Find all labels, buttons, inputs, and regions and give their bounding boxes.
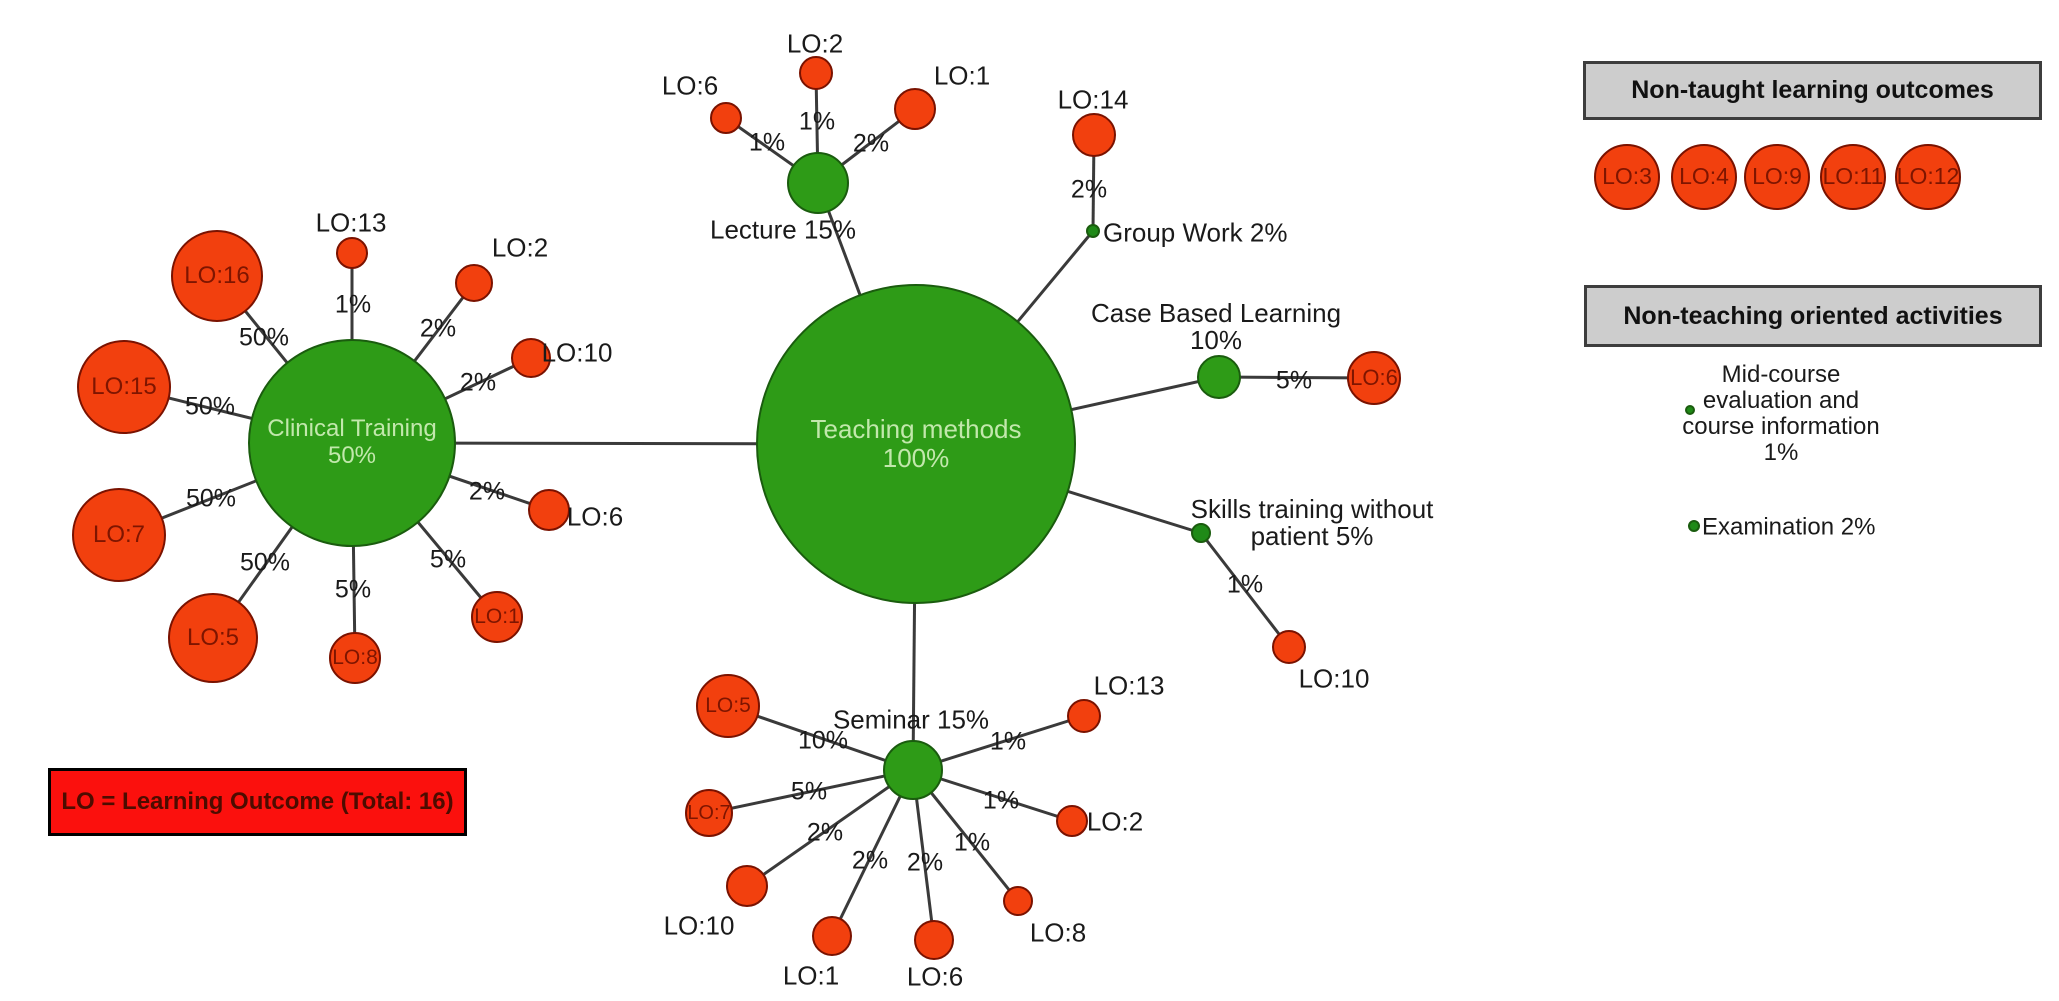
label-sem-lo6: LO:6 — [906, 961, 964, 992]
label-gw-lo14: LO:14 — [1057, 84, 1129, 115]
node-cbl-lo6: LO:6 — [1347, 351, 1401, 405]
node-examination-dot — [1688, 520, 1700, 532]
label-ct-lo2: LO:2 — [491, 232, 549, 263]
edge-label-seminar-sem-lo2: 1% — [982, 786, 1020, 815]
edge-seminar-sem-lo1 — [830, 769, 915, 937]
edge-label-lecture-lec-lo2: 1% — [798, 107, 836, 136]
edge-label-clinical-training-ct-lo2: 2% — [419, 314, 457, 343]
edge-label-lecture-lec-lo6: 1% — [748, 128, 786, 157]
node-ct-lo16: LO:16 — [171, 230, 263, 322]
node-sem-lo6 — [914, 920, 954, 960]
node-sem-lo8 — [1003, 886, 1033, 916]
label-ct-lo6: LO:6 — [566, 501, 624, 532]
non-taught-outcomes-header: Non-taught learning outcomes — [1583, 61, 2042, 120]
edge-label-clinical-training-ct-lo5: 50% — [239, 548, 291, 577]
edge-label-clinical-training-ct-lo6: 2% — [468, 477, 506, 506]
node-ct-lo8: LO:8 — [329, 632, 381, 684]
edge-label-clinical-training-ct-lo10: 2% — [459, 368, 497, 397]
label-sem-lo1: LO:1 — [782, 960, 840, 991]
node-ct-lo15: LO:15 — [77, 340, 171, 434]
label-group-work: Group Work 2% — [1103, 217, 1288, 248]
node-ct-lo5: LO:5 — [168, 593, 258, 683]
node-sem-lo1 — [812, 916, 852, 956]
node-sem-lo7: LO:7 — [685, 789, 733, 837]
learning-outcome-legend: LO = Learning Outcome (Total: 16) — [48, 768, 467, 836]
node-nt-lo3: LO:3 — [1594, 144, 1660, 210]
node-sem-lo2 — [1056, 805, 1088, 837]
node-nt-lo4: LO:4 — [1671, 144, 1737, 210]
node-clinical-training: Clinical Training 50% — [248, 339, 456, 547]
node-case-based-learning — [1197, 355, 1241, 399]
edge-label-seminar-sem-lo8: 1% — [953, 828, 991, 857]
node-lecture — [787, 152, 849, 214]
node-st-lo10 — [1272, 630, 1306, 664]
edge-label-seminar-sem-lo7: 5% — [790, 777, 828, 806]
edge-seminar-sem-lo10 — [746, 768, 914, 888]
edge-label-clinical-training-ct-lo8: 5% — [334, 575, 372, 604]
node-ct-lo10 — [511, 338, 551, 378]
node-sem-lo10 — [726, 865, 768, 907]
edge-skills-training-st-lo10 — [1199, 532, 1291, 648]
label-lec-lo6: LO:6 — [661, 70, 719, 101]
label-ct-lo13: LO:13 — [315, 207, 387, 238]
node-sem-lo5: LO:5 — [696, 674, 760, 738]
node-ct-lo2 — [455, 264, 493, 302]
edge-label-clinical-training-ct-lo15: 50% — [184, 392, 236, 421]
node-skills-training — [1191, 523, 1211, 543]
edge-label-lecture-lec-lo1: 2% — [852, 129, 890, 158]
edge-label-case-based-learning-cbl-lo6: 5% — [1275, 366, 1313, 395]
label-ct-lo10: LO:10 — [541, 337, 613, 368]
label-skills-training: Skills training without patient 5% — [1190, 494, 1434, 551]
node-lec-lo2 — [799, 56, 833, 90]
label-sem-lo10: LO:10 — [663, 910, 735, 941]
edge-label-seminar-sem-lo1: 2% — [851, 846, 889, 875]
label-seminar: Seminar 15% — [832, 704, 990, 735]
edge-seminar-sem-lo7 — [708, 768, 914, 815]
label-sem-lo2: LO:2 — [1086, 806, 1144, 837]
edge-label-clinical-training-ct-lo16: 50% — [238, 323, 290, 352]
edge-label-seminar-sem-lo5: 10% — [797, 726, 849, 755]
node-sem-lo13 — [1067, 699, 1101, 733]
label-st-lo10: LO:10 — [1298, 663, 1370, 694]
edge-label-clinical-training-ct-lo13: 1% — [334, 290, 372, 319]
label-sem-lo13: LO:13 — [1093, 670, 1165, 701]
node-lec-lo6 — [710, 102, 742, 134]
edge-label-skills-training-st-lo10: 1% — [1226, 570, 1264, 599]
label-examination: Examination 2% — [1702, 513, 1876, 541]
label-sem-lo8: LO:8 — [1029, 917, 1087, 948]
edge-label-group-work-gw-lo14: 2% — [1070, 175, 1108, 204]
label-lec-lo1: LO:1 — [933, 60, 991, 91]
node-nt-lo9: LO:9 — [1744, 144, 1810, 210]
node-nt-lo11: LO:11 — [1820, 144, 1886, 210]
node-midcourse-dot — [1685, 405, 1695, 415]
edge-label-seminar-sem-lo10: 2% — [806, 818, 844, 847]
edge-label-clinical-training-ct-lo7: 50% — [185, 484, 237, 513]
node-ct-lo6 — [528, 489, 570, 531]
label-case-based-learning: Case Based Learning 10% — [1090, 298, 1342, 355]
edge-label-seminar-sem-lo6: 2% — [906, 848, 944, 877]
edge-label-seminar-sem-lo13: 1% — [989, 727, 1027, 756]
node-lec-lo1 — [894, 88, 936, 130]
node-seminar — [883, 740, 943, 800]
edge-label-clinical-training-ct-lo1: 5% — [429, 545, 467, 574]
non-teaching-activities-header: Non-teaching oriented activities — [1584, 285, 2042, 347]
node-ct-lo1: LO:1 — [471, 591, 523, 643]
node-group-work — [1086, 224, 1100, 238]
label-lecture: Lecture 15% — [710, 214, 856, 245]
edge-seminar-sem-lo5 — [727, 704, 914, 772]
node-teaching-methods: Teaching methods 100% — [756, 284, 1076, 604]
node-ct-lo7: LO:7 — [72, 488, 166, 582]
node-nt-lo12: LO:12 — [1895, 144, 1961, 210]
node-ct-lo13 — [336, 237, 368, 269]
node-gw-lo14 — [1072, 113, 1116, 157]
label-lec-lo2: LO:2 — [786, 28, 844, 59]
label-midcourse: Mid-course evaluation and course informa… — [1682, 361, 1880, 466]
